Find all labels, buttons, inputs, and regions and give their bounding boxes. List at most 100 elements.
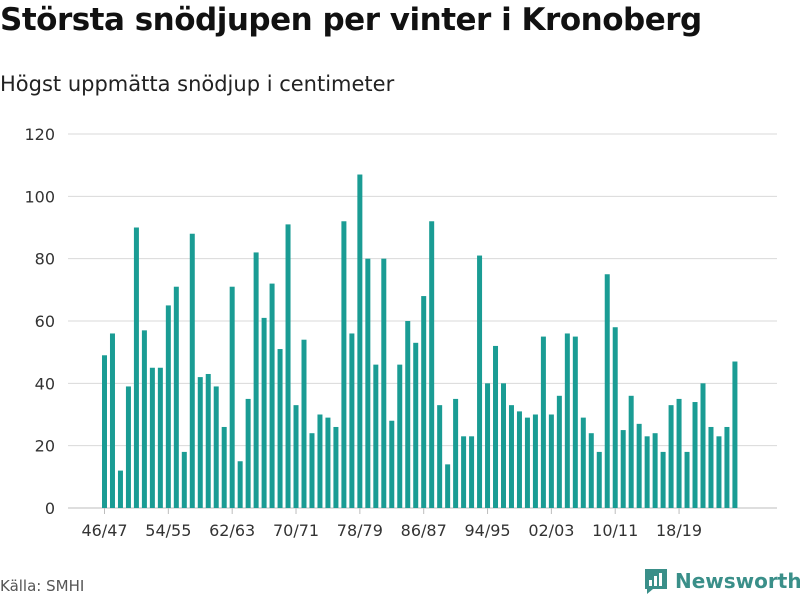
bar-76-77 xyxy=(341,221,347,508)
bar-99-00 xyxy=(524,417,530,508)
bar-69-70 xyxy=(285,224,291,508)
bar-06-07 xyxy=(580,417,586,508)
bar-22-23 xyxy=(708,426,714,508)
bar-08-09 xyxy=(596,451,602,508)
x-tick-label-62-63: 62/63 xyxy=(209,521,255,540)
bar-11-12 xyxy=(620,430,626,508)
bar-50-51 xyxy=(133,227,139,508)
bar-25-26 xyxy=(732,361,738,508)
bar-91-92 xyxy=(461,436,467,508)
bar-56-57 xyxy=(181,451,187,508)
bar-95-96 xyxy=(493,345,499,508)
bar-00-01 xyxy=(532,414,538,508)
bar-51-52 xyxy=(141,330,147,508)
bar-59-60 xyxy=(205,373,211,508)
bar-94-95 xyxy=(485,383,491,508)
bar-65-66 xyxy=(253,252,259,508)
brand-name: Newsworthy xyxy=(675,569,800,593)
bar-66-67 xyxy=(261,317,267,508)
y-tick-label-20: 20 xyxy=(35,437,55,456)
bar-92-93 xyxy=(469,436,475,508)
bar-23-24 xyxy=(716,436,722,508)
bar-93-94 xyxy=(477,255,483,508)
bar-72-73 xyxy=(309,433,315,508)
bar-80-81 xyxy=(373,364,379,508)
bar-15-16 xyxy=(652,433,658,508)
bar-81-82 xyxy=(381,258,387,508)
bar-55-56 xyxy=(173,286,179,508)
bar-73-74 xyxy=(317,414,323,508)
bar-01-02 xyxy=(540,336,546,508)
bar-64-65 xyxy=(245,398,251,508)
bar-18-19 xyxy=(676,398,682,508)
chart-title: Största snödjupen per vinter i Kronoberg xyxy=(0,2,702,38)
bar-20-21 xyxy=(692,402,698,508)
bar-46-47 xyxy=(102,355,107,508)
y-tick-label-120: 120 xyxy=(24,125,55,144)
y-tick-label-80: 80 xyxy=(35,250,55,269)
bar-chart: 0 20 40 60 80 100 120 46/47 54/55 62/63 70/71 78/79… xyxy=(24,125,777,540)
x-tick-label-46-47: 46/47 xyxy=(81,521,127,540)
bar-10-11 xyxy=(612,327,618,508)
y-tick-label-40: 40 xyxy=(35,374,55,393)
bar-71-72 xyxy=(301,339,307,508)
bar-84-85 xyxy=(405,321,411,508)
x-tick-label-86-87: 86/87 xyxy=(401,521,447,540)
bar-24-25 xyxy=(724,426,730,508)
bar-75-76 xyxy=(333,426,339,508)
bar-53-54 xyxy=(157,367,163,508)
bar-85-86 xyxy=(413,342,419,508)
y-tick-label-100: 100 xyxy=(24,187,55,206)
bar-58-59 xyxy=(197,377,203,508)
bar-67-68 xyxy=(269,283,275,508)
bar-57-58 xyxy=(189,233,195,508)
bar-90-91 xyxy=(453,398,459,508)
y-tick-label-0: 0 xyxy=(45,499,55,518)
y-tick-label-60: 60 xyxy=(35,312,55,331)
chart-subtitle: Högst uppmätta snödjup i centimeter xyxy=(0,72,395,96)
bar-13-14 xyxy=(636,423,642,508)
bar-49-50 xyxy=(125,386,131,508)
bar-74-75 xyxy=(325,417,331,508)
bar-87-88 xyxy=(429,221,435,508)
bar-77-78 xyxy=(349,333,355,508)
bar-04-05 xyxy=(564,333,570,508)
newsworthy-logo-icon xyxy=(645,569,667,594)
bar-68-69 xyxy=(277,349,283,508)
bar-16-17 xyxy=(660,451,666,508)
bar-82-83 xyxy=(389,420,395,508)
bar-03-04 xyxy=(556,395,562,508)
bar-05-06 xyxy=(572,336,578,508)
bar-14-15 xyxy=(644,436,650,508)
bar-96-97 xyxy=(501,383,506,508)
bar-86-87 xyxy=(421,296,427,508)
bar-78-79 xyxy=(357,174,363,508)
bar-48-49 xyxy=(117,470,123,508)
bar-19-20 xyxy=(684,451,690,508)
bar-98-99 xyxy=(516,411,522,508)
x-tick-label-94-95: 94/95 xyxy=(464,521,510,540)
bar-02-03 xyxy=(548,414,554,508)
bar-09-10 xyxy=(604,274,610,508)
bar-52-53 xyxy=(149,367,155,508)
bar-17-18 xyxy=(668,405,674,508)
bar-79-80 xyxy=(365,258,371,508)
source-note: Källa: SMHI xyxy=(0,577,85,595)
bar-47-48 xyxy=(109,333,115,508)
bar-21-22 xyxy=(700,383,706,508)
x-tick-label-18-19: 18/19 xyxy=(656,521,702,540)
bar-89-90 xyxy=(445,464,451,508)
bar-97-98 xyxy=(508,405,514,508)
brand-logo: Newsworthy xyxy=(643,567,800,595)
bar-63-64 xyxy=(237,461,243,508)
x-tick-label-54-55: 54/55 xyxy=(145,521,191,540)
bar-70-71 xyxy=(293,405,299,508)
bar-88-89 xyxy=(437,405,443,508)
bar-07-08 xyxy=(588,433,594,508)
x-tick-label-78-79: 78/79 xyxy=(337,521,383,540)
x-tick-label-10-11: 10/11 xyxy=(592,521,638,540)
bar-62-63 xyxy=(229,286,235,508)
bar-12-13 xyxy=(628,395,634,508)
bar-61-62 xyxy=(221,426,227,508)
bar-54-55 xyxy=(165,305,171,508)
